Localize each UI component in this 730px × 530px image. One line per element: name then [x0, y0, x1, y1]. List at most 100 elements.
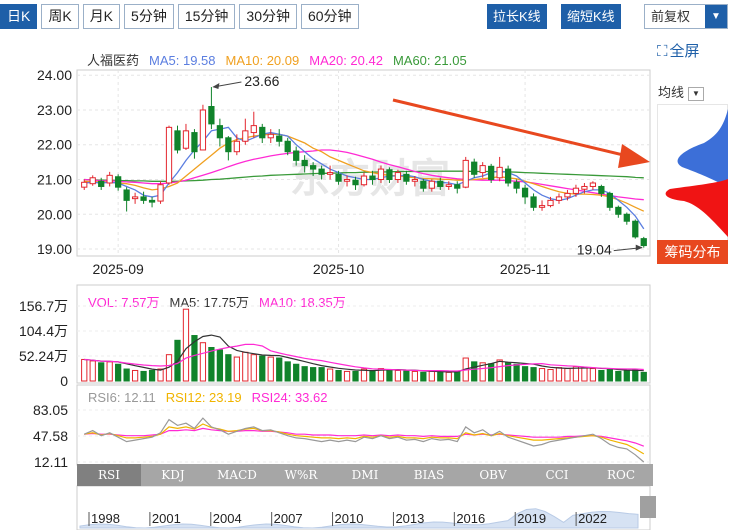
stretch-kline-button[interactable]: 拉长K线: [487, 4, 547, 29]
volume-bar: [360, 368, 368, 382]
volume-bar: [589, 368, 597, 382]
ma10-line: [84, 133, 645, 212]
ma60-line: [84, 170, 644, 182]
navigator-panel: [76, 485, 651, 530]
period-tabs: 日K 周K 月K 5分钟 15分钟 30分钟 60分钟: [0, 4, 363, 30]
indicator-tab-roc[interactable]: ROC: [606, 468, 636, 482]
chevron-down-icon: ▼: [705, 5, 727, 28]
rsi-legend: RSI6: 12.11 RSI12: 23.19 RSI24: 33.62: [88, 390, 337, 405]
volume-bar: [547, 369, 554, 382]
legend-ma5: MA5: 19.58: [149, 53, 216, 68]
navigator-year-label: 2019: [517, 511, 546, 526]
candle-body: [538, 205, 546, 208]
chip-profit-shape: [677, 109, 728, 187]
navigator-year-label: 1998: [91, 511, 120, 526]
candle-body: [199, 109, 207, 151]
candle-body: [157, 184, 164, 202]
candle-body: [233, 140, 240, 153]
candle-body: [521, 187, 529, 198]
high-annotation-arrow: [212, 83, 220, 90]
indicator-tab-obv[interactable]: OBV: [479, 468, 507, 482]
volume-bar: [165, 354, 173, 382]
candle-body: [411, 179, 418, 182]
period-tab-2[interactable]: 月K: [82, 4, 121, 29]
watermark: 东方财富: [290, 157, 450, 201]
candle-body: [225, 137, 232, 153]
chevron-down-icon: ▼: [688, 86, 705, 101]
navigator-year-label: 2013: [395, 511, 424, 526]
candle-body: [242, 130, 249, 142]
ma-select[interactable]: 均线 ▼: [658, 82, 705, 101]
volume-y-tick: 52.24万: [19, 348, 68, 364]
legend-vol-ma5: MA5: 17.75万: [169, 295, 250, 310]
candle-body: [276, 135, 283, 142]
price-y-tick: 24.00: [37, 67, 72, 83]
period-tab-6[interactable]: 60分钟: [300, 4, 359, 29]
indicator-tab-rsi[interactable]: RSI: [77, 464, 141, 486]
indicator-tab-cci[interactable]: CCI: [545, 468, 569, 482]
volume-bar: [216, 349, 224, 382]
chip-distribution-button[interactable]: 筹码分布: [657, 240, 728, 264]
candle-body: [530, 196, 537, 208]
fuquan-select[interactable]: 前复权 ▼: [644, 4, 728, 29]
price-y-tick: 23.00: [37, 102, 72, 118]
volume-bar: [386, 369, 393, 382]
volume-bar: [555, 367, 563, 382]
candle-body: [589, 182, 597, 187]
ma20-line: [84, 149, 644, 201]
candle-body: [623, 213, 630, 222]
indicator-tab-macd[interactable]: MACD: [217, 468, 257, 482]
candle-body: [310, 165, 317, 170]
rsi24-line: [84, 427, 645, 447]
chip-distribution-chart: [665, 109, 728, 237]
indicator-tab-kdj[interactable]: KDJ: [161, 468, 185, 482]
low-annotation-line: [613, 247, 642, 252]
indicator-tab-wpctr[interactable]: W%R: [284, 468, 318, 482]
candle-body: [428, 180, 435, 189]
price-y-tick: 21.00: [37, 172, 72, 188]
volume-bar: [259, 355, 266, 382]
period-tab-4[interactable]: 15分钟: [177, 4, 236, 29]
legend-ma10: MA10: 20.09: [225, 53, 300, 68]
volume-bar: [343, 370, 351, 382]
price-y-tick: 19.00: [37, 241, 72, 257]
navigator-year-label: 2016: [456, 511, 485, 526]
legend-vol: VOL: 7.57万: [88, 295, 160, 310]
rsi-y-tick: 83.05: [33, 402, 68, 418]
fullscreen-icon: ⛶: [657, 43, 668, 60]
candle-body: [513, 181, 520, 189]
volume-bar: [403, 370, 410, 382]
shrink-kline-button[interactable]: 缩短K线: [561, 4, 621, 29]
volume-bar: [581, 367, 588, 382]
legend-rsi12: RSI12: 23.19: [165, 390, 242, 405]
candle-body: [140, 196, 147, 201]
date-x-tick: 2025-11: [500, 261, 551, 277]
indicator-tab-dmi[interactable]: DMI: [351, 468, 379, 482]
candle-body: [115, 176, 122, 188]
candle-body: [606, 192, 613, 208]
period-tab-0[interactable]: 日K: [0, 4, 38, 29]
volume-bar: [496, 359, 503, 382]
period-tab-5[interactable]: 30分钟: [239, 4, 297, 29]
candle-body: [377, 168, 385, 181]
candle-body: [462, 159, 469, 188]
candle-body: [437, 180, 444, 187]
price-panel-frame: [76, 69, 651, 257]
indicator-tab-bias[interactable]: BIAS: [413, 468, 445, 482]
volume-bar: [352, 370, 359, 382]
chip-loss-shape: [665, 179, 728, 237]
volume-bar: [538, 368, 546, 382]
candle-body: [572, 187, 580, 194]
period-tab-3[interactable]: 5分钟: [124, 4, 174, 29]
fullscreen-button[interactable]: ⛶ 全屏: [657, 40, 700, 61]
period-tab-1[interactable]: 周K: [41, 4, 79, 29]
volume-bar: [242, 351, 249, 382]
candle-body: [131, 196, 139, 200]
volume-bar: [148, 369, 156, 382]
volume-bar: [394, 369, 402, 382]
volume-bar: [301, 366, 308, 382]
date-x-tick: 2025-10: [313, 261, 365, 277]
legend-ma60: MA60: 21.05: [392, 53, 467, 68]
date-x-tick: 2025-09: [92, 261, 144, 277]
volume-y-tick: 0: [60, 373, 68, 389]
